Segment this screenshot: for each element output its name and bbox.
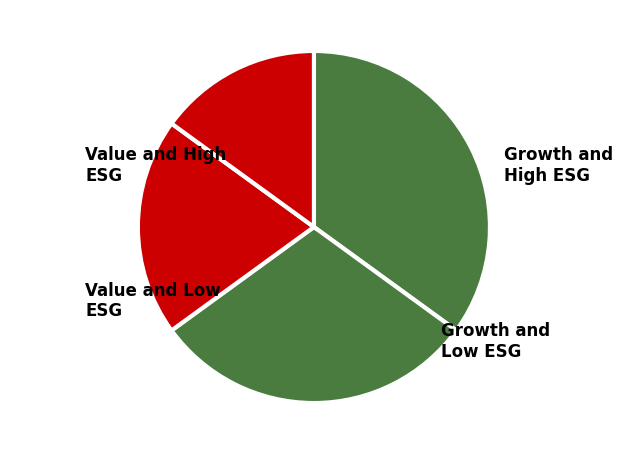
Text: Growth and
Low ESG: Growth and Low ESG xyxy=(441,322,550,361)
Wedge shape xyxy=(172,51,314,227)
Text: Value and Low
ESG: Value and Low ESG xyxy=(85,281,221,321)
Wedge shape xyxy=(314,51,490,331)
Wedge shape xyxy=(172,227,456,403)
Text: Growth and
High ESG: Growth and High ESG xyxy=(504,146,613,185)
Text: Value and High
ESG: Value and High ESG xyxy=(85,146,227,185)
Wedge shape xyxy=(138,123,314,331)
